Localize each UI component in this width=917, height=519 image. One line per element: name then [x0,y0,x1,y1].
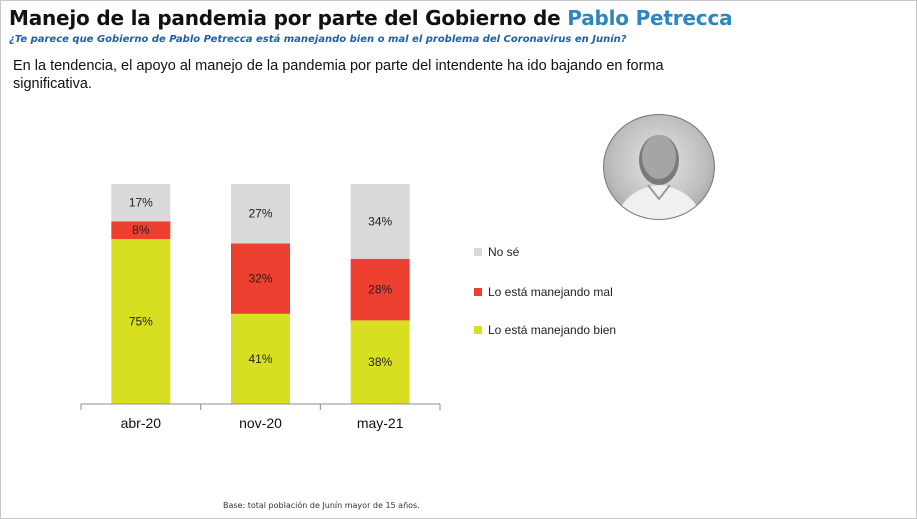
data-label: 75% [129,315,153,329]
data-label: 32% [248,272,272,286]
legend-label-mal: Lo está manejando mal [488,285,613,299]
data-label: 34% [368,214,392,228]
bar-segment-may-21-2 [350,184,410,259]
bar-segment-nov-20-2 [231,184,290,244]
legend-label-bien: Lo está manejando bien [488,323,617,337]
bar-segment-may-21-1 [350,258,410,321]
data-label: 8% [132,223,150,237]
footnote: Base: total población de Junín mayor de … [223,501,420,510]
legend-item-mal: Lo está manejando mal [474,285,613,299]
title-prefix: Manejo de la pandemia por parte del Gobi… [9,6,568,30]
page-title: Manejo de la pandemia por parte del Gobi… [9,6,733,30]
data-label: 41% [248,352,272,366]
description-text: En la tendencia, el apoyo al manejo de l… [13,58,664,92]
bar-segment-abr-20-1 [111,221,171,239]
person-silhouette-icon [616,135,702,219]
data-label: 28% [368,283,392,297]
legend-swatch-mal [474,288,482,296]
bar-segment-may-21-0 [350,320,410,404]
page-subtitle: ¿Te parece que Gobierno de Pablo Petrecc… [9,34,627,45]
legend-swatch-no-se [474,248,482,256]
x-tick-label: may-21 [357,415,404,431]
x-tick-label: nov-20 [239,415,282,431]
legend-label-no-se: No sé [488,245,520,259]
data-label: 27% [248,207,272,221]
bar-segment-nov-20-0 [231,313,290,404]
bar-segment-nov-20-1 [231,243,290,314]
bar-segment-abr-20-2 [111,184,171,222]
portrait-photo [603,114,715,220]
title-name: Pablo Petrecca [567,6,733,30]
legend-item-bien: Lo está manejando bien [474,323,616,337]
data-label: 38% [368,355,392,369]
bar-segment-abr-20-0 [111,239,171,404]
x-tick-label: abr-20 [121,415,162,431]
legend-swatch-bien [474,326,482,334]
data-label: 17% [129,196,153,210]
legend-item-no-se: No sé [474,245,519,259]
